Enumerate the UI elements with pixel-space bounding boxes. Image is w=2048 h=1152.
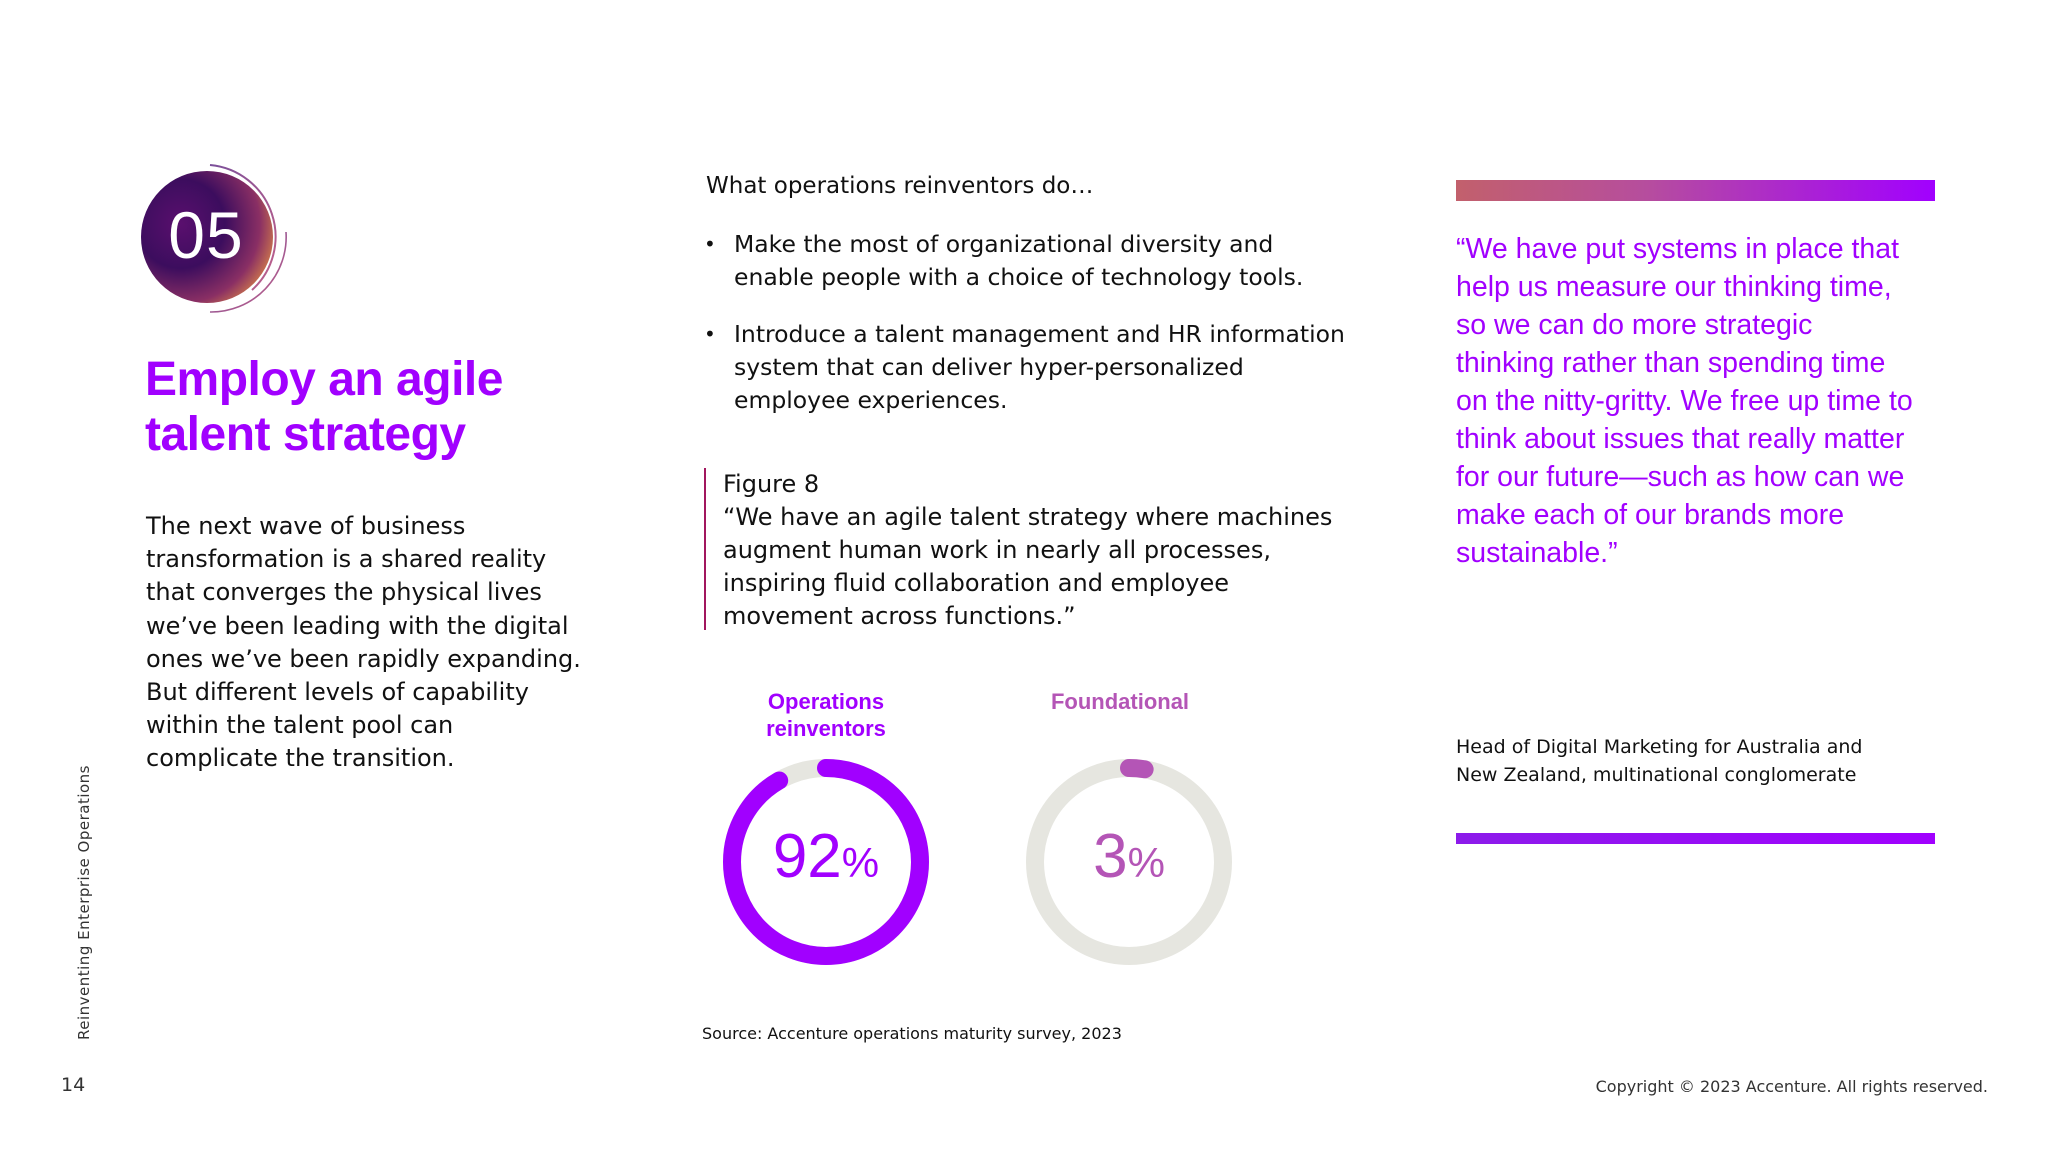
quote-bar-top bbox=[1456, 180, 1935, 201]
bullet-list: • Make the most of organizational divers… bbox=[704, 228, 1354, 441]
gauge-value-number: 92 bbox=[772, 822, 842, 891]
list-item-text: Introduce a talent management and HR inf… bbox=[734, 320, 1345, 414]
figure-label: Figure 8 bbox=[723, 470, 820, 498]
list-heading: What operations reinventors do… bbox=[706, 173, 1094, 199]
gauge-value-unit: % bbox=[1127, 839, 1165, 886]
pull-quote: “We have put systems in place that help … bbox=[1456, 233, 1913, 569]
gauge-value-number: 3 bbox=[1093, 822, 1128, 891]
bullet-icon: • bbox=[704, 232, 716, 256]
list-item: • Introduce a talent management and HR i… bbox=[704, 318, 1354, 417]
side-label: Reinventing Enterprise Operations bbox=[75, 764, 93, 1040]
gauge-arc bbox=[723, 759, 929, 965]
gauge-chart bbox=[723, 759, 929, 965]
intro-paragraph: The next wave of business transformation… bbox=[146, 512, 581, 773]
gauge-value: 3% bbox=[1024, 822, 1234, 898]
gauge-arc bbox=[1026, 759, 1232, 965]
section-title: Employ an agile talent strategy bbox=[145, 352, 565, 462]
gauge-operations-reinventors: 92% bbox=[721, 757, 931, 967]
source-note: Source: Accenture operations maturity su… bbox=[702, 1024, 1122, 1043]
gauge-label-operations-reinventors: Operations reinventors bbox=[766, 689, 886, 741]
page-number: 14 bbox=[61, 1074, 86, 1096]
gauge-chart bbox=[1026, 759, 1232, 965]
gauge-value-unit: % bbox=[841, 839, 880, 886]
section-title-line: Employ an agile bbox=[145, 353, 503, 406]
gauge-value: 92% bbox=[721, 822, 931, 898]
section-badge: 05 bbox=[140, 160, 290, 315]
section-number: 05 bbox=[168, 198, 244, 272]
copyright: Copyright © 2023 Accenture. All rights r… bbox=[1595, 1077, 1988, 1096]
quote-attribution: Head of Digital Marketing for Australia … bbox=[1456, 736, 1863, 786]
list-item: • Make the most of organizational divers… bbox=[704, 228, 1354, 294]
quote-bar-bottom bbox=[1456, 833, 1935, 844]
section-number-orb-icon bbox=[141, 164, 287, 313]
section-title-line: talent strategy bbox=[145, 408, 466, 461]
gauge-foundational: 3% bbox=[1024, 757, 1234, 967]
gauge-label-foundational: Foundational bbox=[1050, 689, 1190, 714]
bullet-icon: • bbox=[704, 322, 716, 346]
figure-quote: “We have an agile talent strategy where … bbox=[723, 503, 1333, 630]
figure-callout: Figure 8 “We have an agile talent strate… bbox=[704, 468, 1364, 630]
list-item-text: Make the most of organizational diversit… bbox=[734, 230, 1304, 291]
